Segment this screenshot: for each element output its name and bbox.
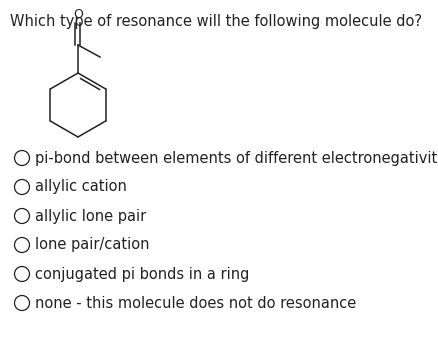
Text: conjugated pi bonds in a ring: conjugated pi bonds in a ring	[35, 266, 249, 282]
Text: allylic lone pair: allylic lone pair	[35, 209, 146, 223]
Circle shape	[14, 238, 29, 252]
Text: none - this molecule does not do resonance: none - this molecule does not do resonan…	[35, 295, 356, 311]
Text: Which type of resonance will the following molecule do?: Which type of resonance will the followi…	[10, 14, 421, 29]
Text: allylic cation: allylic cation	[35, 179, 127, 194]
Circle shape	[14, 209, 29, 223]
Circle shape	[14, 295, 29, 311]
Text: O: O	[73, 8, 83, 21]
Text: pi-bond between elements of different electronegativity: pi-bond between elements of different el…	[35, 150, 438, 166]
Circle shape	[14, 179, 29, 194]
Text: lone pair/cation: lone pair/cation	[35, 238, 149, 252]
Circle shape	[14, 266, 29, 282]
Circle shape	[14, 150, 29, 166]
